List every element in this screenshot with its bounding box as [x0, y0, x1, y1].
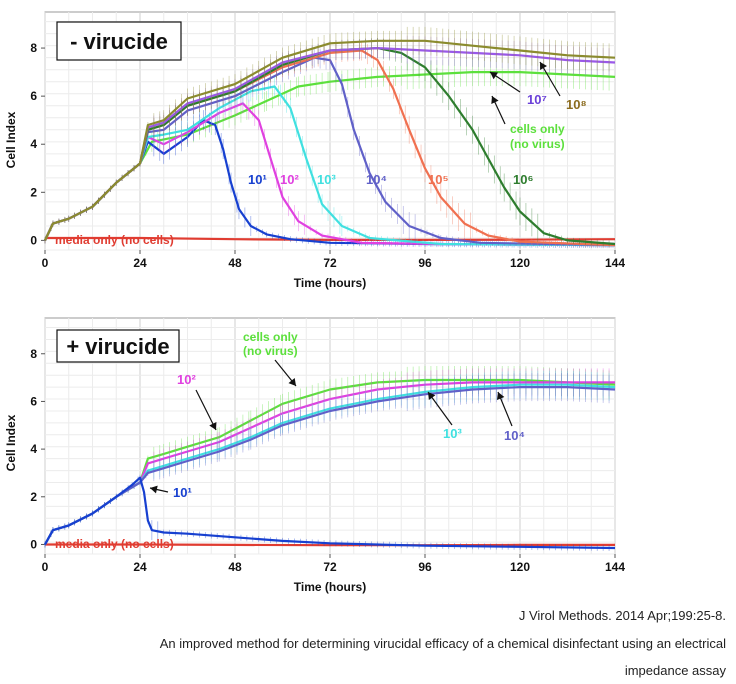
series-annotation: 10⁶: [513, 172, 533, 187]
series-annotation: 10¹: [248, 172, 267, 187]
x-tick-label: 24: [133, 560, 147, 574]
series-annotation: 10³: [317, 172, 336, 187]
y-tick-label: 2: [30, 185, 37, 199]
y-tick-label: 2: [30, 490, 37, 504]
panel-title: + virucide: [66, 334, 169, 359]
citation-reference: J Virol Methods. 2014 Apr;199:25-8.: [518, 608, 726, 623]
x-tick-label: 144: [605, 560, 625, 574]
x-tick-label: 144: [605, 256, 625, 270]
series-annotation: (no virus): [243, 344, 298, 358]
panel-title-box: [56, 329, 180, 363]
annotation-arrowhead: [288, 378, 296, 386]
x-tick-label: 72: [323, 256, 337, 270]
annotation-arrowhead: [428, 392, 436, 401]
x-axis-label: Time (hours): [294, 580, 366, 594]
x-tick-label: 72: [323, 560, 337, 574]
annotation-arrowhead: [540, 62, 547, 71]
series-annotation: 10⁴: [504, 428, 525, 443]
series-5: [44, 474, 616, 551]
annotation-arrow: [195, 389, 217, 431]
x-tick-label: 48: [228, 560, 242, 574]
series-annotation: cells only: [510, 122, 565, 136]
series-9: [44, 26, 616, 244]
y-tick-label: 8: [30, 347, 37, 361]
y-tick-label: 0: [30, 233, 37, 247]
panel-title: - virucide: [70, 29, 168, 54]
y-tick-label: 4: [30, 137, 37, 151]
y-tick-label: 8: [30, 41, 37, 55]
annotation-arrowhead: [490, 72, 499, 80]
annotation-arrowhead: [496, 392, 505, 400]
series-annotation: media only (no cells): [55, 537, 174, 551]
x-tick-label: 48: [228, 256, 242, 270]
series-annotation: 10³: [443, 426, 462, 441]
x-tick-label: 0: [42, 560, 49, 574]
series-annotation: 10²: [280, 172, 299, 187]
y-axis-label: Cell Index: [4, 414, 18, 471]
x-tick-label: 96: [418, 560, 432, 574]
series-annotation: 10⁸: [566, 97, 587, 112]
y-tick-label: 4: [30, 442, 37, 456]
x-tick-label: 120: [510, 560, 530, 574]
series-annotation: 10⁷: [527, 92, 547, 107]
series-line: [44, 39, 616, 241]
x-tick-label: 0: [42, 256, 49, 270]
citation-title-line-1: An improved method for determining viruc…: [159, 636, 726, 651]
annotation-arrowhead: [209, 421, 217, 430]
panel-title-box: [56, 21, 182, 61]
series-annotation: (no virus): [510, 137, 565, 151]
series-annotation: cells only: [243, 330, 298, 344]
x-tick-label: 96: [418, 256, 432, 270]
series-annotation: 10²: [177, 372, 196, 387]
series-annotation: 10⁵: [428, 172, 449, 187]
annotation-arrowhead: [491, 96, 499, 105]
y-tick-label: 6: [30, 89, 37, 103]
x-tick-label: 120: [510, 256, 530, 270]
series-annotation: media only (no cells): [55, 233, 174, 247]
series-line: [44, 476, 616, 550]
citation-title-line-2: impedance assay: [624, 663, 726, 678]
y-tick-label: 6: [30, 394, 37, 408]
y-axis-label: Cell Index: [4, 111, 18, 168]
series-annotation: 10¹: [173, 485, 192, 500]
y-tick-label: 0: [30, 537, 37, 551]
series-annotation: 10⁴: [366, 172, 387, 187]
x-axis-label: Time (hours): [294, 276, 366, 290]
annotation-arrowhead: [150, 485, 158, 494]
x-tick-label: 24: [133, 256, 147, 270]
